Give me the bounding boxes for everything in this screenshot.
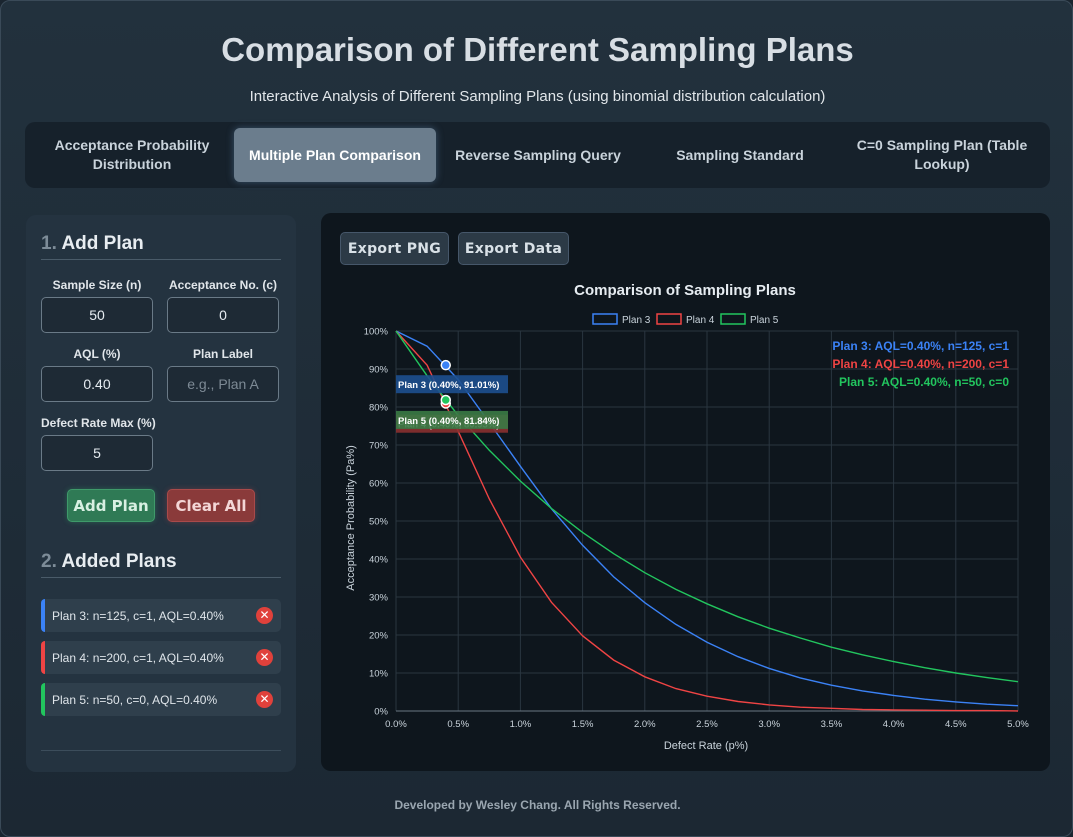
y-tick-label: 100% xyxy=(364,327,389,338)
point-label: Plan 5 (0.40%, 81.84%) xyxy=(398,416,499,427)
y-tick-label: 90% xyxy=(369,365,389,376)
page-title: Comparison of Different Sampling Plans xyxy=(221,31,854,68)
y-tick-label: 0% xyxy=(374,707,388,718)
chart-grid xyxy=(395,330,1019,712)
sample-size-label: Sample Size (n) xyxy=(52,278,142,292)
added-plans-heading: 2. Added Plans xyxy=(41,551,281,578)
defect-max-label: Defect Rate Max (%) xyxy=(41,416,156,430)
acceptance-no-label: Acceptance No. (c) xyxy=(168,278,278,292)
y-tick-label: 70% xyxy=(369,441,389,452)
aql-input[interactable] xyxy=(41,366,153,402)
x-tick-label: 0.5% xyxy=(447,719,469,730)
legend-label: Plan 3 xyxy=(622,315,651,326)
tab-acceptance-probability[interactable]: Acceptance Probability Distribution xyxy=(54,137,210,172)
plan-color-bar xyxy=(41,641,45,674)
page-subtitle: Interactive Analysis of Different Sampli… xyxy=(249,88,826,105)
x-tick-label: 2.0% xyxy=(634,719,656,730)
plan-item-label: Plan 4: n=200, c=1, AQL=0.40% xyxy=(52,650,224,665)
footer-credit: Developed by Wesley Chang. All Rights Re… xyxy=(394,798,681,812)
plan-item-label: Plan 3: n=125, c=1, AQL=0.40% xyxy=(52,608,224,623)
clear-all-button[interactable]: Clear All xyxy=(167,489,255,522)
section-number: 1. xyxy=(41,233,57,254)
remove-plan-icon[interactable]: ✕ xyxy=(256,691,273,708)
acceptance-no-input[interactable] xyxy=(167,297,279,333)
legend-swatch xyxy=(592,313,618,325)
chart-panel: Export PNG Export Data Comparison of Sam… xyxy=(321,213,1050,771)
y-tick-label: 60% xyxy=(369,479,389,490)
tab-reverse-sampling-query[interactable]: Reverse Sampling Query xyxy=(455,146,621,163)
series-line xyxy=(395,330,1019,712)
x-tick-label: 0.0% xyxy=(385,719,407,730)
x-tick-label: 1.0% xyxy=(510,719,532,730)
legend-label: Plan 4 xyxy=(686,315,715,326)
plan-panel: 1. Add Plan Sample Size (n) Acceptance N… xyxy=(26,215,296,772)
section-label: Added Plans xyxy=(61,551,177,572)
x-tick-label: 3.0% xyxy=(758,719,780,730)
aql-marker[interactable] xyxy=(440,394,452,406)
point-label-box xyxy=(396,410,508,429)
divider xyxy=(41,750,281,751)
export-data-button[interactable]: Export Data xyxy=(458,232,569,265)
series-line xyxy=(395,330,1019,707)
add-plan-heading: 1. Add Plan xyxy=(41,233,281,260)
chart-markers: Plan 4 (0.40%, 80.93%)Plan 5 (0.40%, 81.… xyxy=(396,359,508,433)
plan-color-bar xyxy=(41,683,45,716)
point-label: Plan 3 (0.40%, 91.01%) xyxy=(398,380,499,391)
x-tick-label: 2.5% xyxy=(696,719,718,730)
plan-annotation: Plan 3: AQL=0.40%, n=125, c=1 xyxy=(832,339,1009,353)
y-axis-label: Acceptance Probability (Pa%) xyxy=(345,445,357,591)
legend-label: Plan 5 xyxy=(750,315,779,326)
x-axis-label: Defect Rate (p%) xyxy=(664,740,748,752)
x-tick-label: 5.0% xyxy=(1007,719,1029,730)
x-tick-label: 4.0% xyxy=(883,719,905,730)
tab-multiple-plan-comparison[interactable]: Multiple Plan Comparison xyxy=(234,128,436,182)
series-line xyxy=(395,330,1019,683)
tab-bar: Acceptance Probability Distribution Mult… xyxy=(25,122,1050,188)
x-tick-label: 3.5% xyxy=(821,719,843,730)
plan-list-item: Plan 3: n=125, c=1, AQL=0.40% ✕ xyxy=(41,599,281,632)
defect-max-input[interactable] xyxy=(41,435,153,471)
chart-legend: Plan 3 Plan 4 Plan 5 xyxy=(592,313,779,326)
oc-curve-chart[interactable]: Comparison of Sampling Plans Plan 3 Plan … xyxy=(321,213,1050,771)
plan-label-label: Plan Label xyxy=(192,347,254,361)
legend-swatch xyxy=(720,313,746,325)
plan-list-item: Plan 5: n=50, c=0, AQL=0.40% ✕ xyxy=(41,683,281,716)
chart-title: Comparison of Sampling Plans xyxy=(574,282,796,299)
plan-annotation: Plan 5: AQL=0.40%, n=50, c=0 xyxy=(839,375,1009,389)
chart-axes: 0.0% 0.5% 1.0% 1.5% 2.0% 2.5% 3.0% 3.5% 4.0% 4.5%… xyxy=(364,327,1030,731)
plan-list-item: Plan 4: n=200, c=1, AQL=0.40% ✕ xyxy=(41,641,281,674)
y-tick-label: 30% xyxy=(369,593,389,604)
plan-item-label: Plan 5: n=50, c=0, AQL=0.40% xyxy=(52,692,218,707)
x-tick-label: 1.5% xyxy=(572,719,594,730)
remove-plan-icon[interactable]: ✕ xyxy=(256,607,273,624)
y-tick-label: 50% xyxy=(369,517,389,528)
aql-marker[interactable] xyxy=(440,359,452,371)
y-tick-label: 10% xyxy=(369,669,389,680)
tab-sampling-standard[interactable]: Sampling Standard xyxy=(676,146,804,163)
point-label-box xyxy=(396,375,508,394)
plan-color-bar xyxy=(41,599,45,632)
aql-label: AQL (%) xyxy=(73,347,121,361)
export-png-button[interactable]: Export PNG xyxy=(340,232,449,265)
add-plan-button[interactable]: Add Plan xyxy=(67,489,155,522)
section-label: Add Plan xyxy=(61,233,144,254)
chart-series xyxy=(395,330,1019,712)
remove-plan-icon[interactable]: ✕ xyxy=(256,649,273,666)
section-number: 2. xyxy=(41,551,57,572)
plan-annotation: Plan 4: AQL=0.40%, n=200, c=1 xyxy=(832,357,1009,371)
chart-annotations: Plan 3: AQL=0.40%, n=125, c=1 Plan 4: AQL… xyxy=(832,339,1009,389)
legend-swatch xyxy=(656,313,682,325)
tab-c0-sampling-plan[interactable]: C=0 Sampling Plan (Table Lookup) xyxy=(856,137,1028,172)
y-tick-label: 20% xyxy=(369,631,389,642)
y-tick-label: 40% xyxy=(369,555,389,566)
y-tick-label: 80% xyxy=(369,403,389,414)
x-tick-label: 4.5% xyxy=(945,719,967,730)
plan-label-input[interactable] xyxy=(167,366,279,402)
sample-size-input[interactable] xyxy=(41,297,153,333)
